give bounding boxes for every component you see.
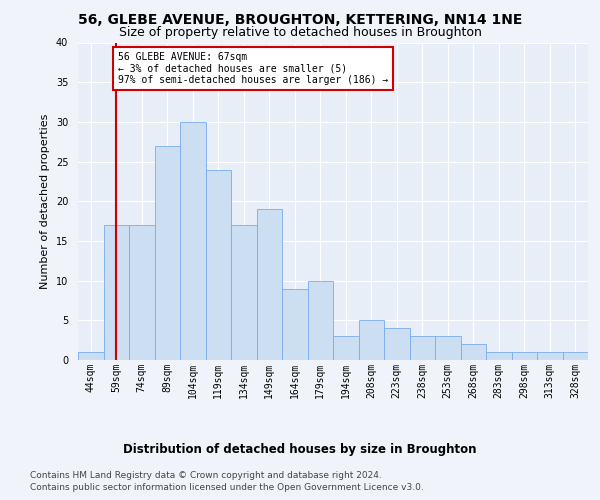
- Bar: [359, 320, 384, 360]
- Bar: [129, 225, 155, 360]
- Bar: [435, 336, 461, 360]
- Text: Size of property relative to detached houses in Broughton: Size of property relative to detached ho…: [119, 26, 481, 39]
- Bar: [282, 288, 308, 360]
- Bar: [511, 352, 537, 360]
- Bar: [257, 209, 282, 360]
- Text: Contains HM Land Registry data © Crown copyright and database right 2024.: Contains HM Land Registry data © Crown c…: [30, 471, 382, 480]
- Bar: [537, 352, 563, 360]
- Bar: [180, 122, 205, 360]
- Bar: [155, 146, 180, 360]
- Bar: [231, 225, 257, 360]
- Bar: [205, 170, 231, 360]
- Bar: [486, 352, 511, 360]
- Bar: [461, 344, 486, 360]
- Text: 56, GLEBE AVENUE, BROUGHTON, KETTERING, NN14 1NE: 56, GLEBE AVENUE, BROUGHTON, KETTERING, …: [78, 12, 522, 26]
- Bar: [333, 336, 359, 360]
- Y-axis label: Number of detached properties: Number of detached properties: [40, 114, 50, 289]
- Bar: [104, 225, 129, 360]
- Bar: [563, 352, 588, 360]
- Text: Distribution of detached houses by size in Broughton: Distribution of detached houses by size …: [123, 442, 477, 456]
- Text: 56 GLEBE AVENUE: 67sqm
← 3% of detached houses are smaller (5)
97% of semi-detac: 56 GLEBE AVENUE: 67sqm ← 3% of detached …: [118, 52, 388, 85]
- Text: Contains public sector information licensed under the Open Government Licence v3: Contains public sector information licen…: [30, 484, 424, 492]
- Bar: [409, 336, 435, 360]
- Bar: [308, 280, 333, 360]
- Bar: [78, 352, 104, 360]
- Bar: [384, 328, 409, 360]
